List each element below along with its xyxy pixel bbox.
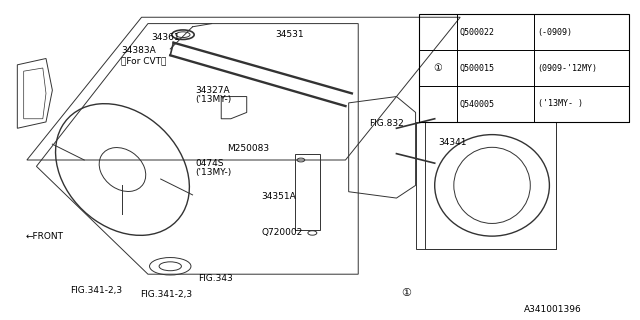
Text: (-0909): (-0909) [538, 28, 573, 36]
Text: 0474S: 0474S [196, 159, 224, 168]
Text: Q540005: Q540005 [460, 100, 495, 108]
Text: FIG.343: FIG.343 [198, 275, 232, 284]
Text: 34531: 34531 [275, 30, 304, 39]
Text: ①: ① [401, 288, 411, 298]
Text: FIG.341-2,3: FIG.341-2,3 [140, 290, 193, 299]
Text: FIG.341-2,3: FIG.341-2,3 [70, 285, 122, 295]
Text: Q500022: Q500022 [460, 28, 495, 36]
Text: (0909-'12MY): (0909-'12MY) [538, 63, 598, 73]
Text: 34383A: 34383A [121, 46, 156, 55]
Text: ('13MY- ): ('13MY- ) [538, 100, 582, 108]
Text: M250083: M250083 [228, 144, 269, 153]
Text: ←FRONT: ←FRONT [26, 232, 63, 241]
Text: ＜For CVT＞: ＜For CVT＞ [121, 57, 166, 66]
Text: ①: ① [433, 63, 442, 73]
Text: Q720002: Q720002 [261, 228, 303, 237]
Text: ('13MY-): ('13MY-) [196, 168, 232, 177]
Text: A341001396: A341001396 [524, 305, 582, 314]
Text: 34327A: 34327A [196, 86, 230, 95]
Text: FIG.832: FIG.832 [369, 119, 404, 128]
Text: 34341: 34341 [438, 138, 467, 147]
Text: 34361: 34361 [151, 33, 180, 42]
Text: 34351A: 34351A [261, 192, 296, 201]
Text: ('13MY-): ('13MY-) [196, 95, 232, 104]
Text: Q500015: Q500015 [460, 63, 495, 73]
